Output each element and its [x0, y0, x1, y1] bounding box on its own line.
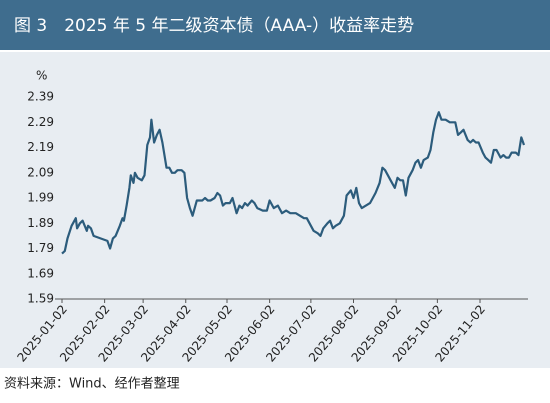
title-banner — [0, 0, 550, 50]
line-series — [61, 111, 526, 255]
y-tick-label: 1.89 — [27, 216, 54, 230]
source-note: 资料来源：Wind、经作者整理 — [4, 377, 180, 392]
y-tick-label: 1.99 — [27, 191, 54, 205]
y-tick-label: 1.59 — [27, 292, 54, 306]
plot-panel — [0, 52, 550, 368]
y-tick-label: 2.29 — [27, 115, 54, 129]
y-tick-label: 2.39 — [27, 90, 54, 104]
y-tick-label: 1.79 — [27, 241, 54, 255]
y-axis-label: % — [36, 69, 47, 83]
chart-title: 图 3 2025 年 5 年二级资本债（AAA-）收益率走势 — [14, 16, 414, 36]
y-tick-label: 2.19 — [27, 140, 54, 154]
y-tick-label: 2.09 — [27, 165, 54, 179]
y-tick-label: 1.69 — [27, 266, 54, 280]
